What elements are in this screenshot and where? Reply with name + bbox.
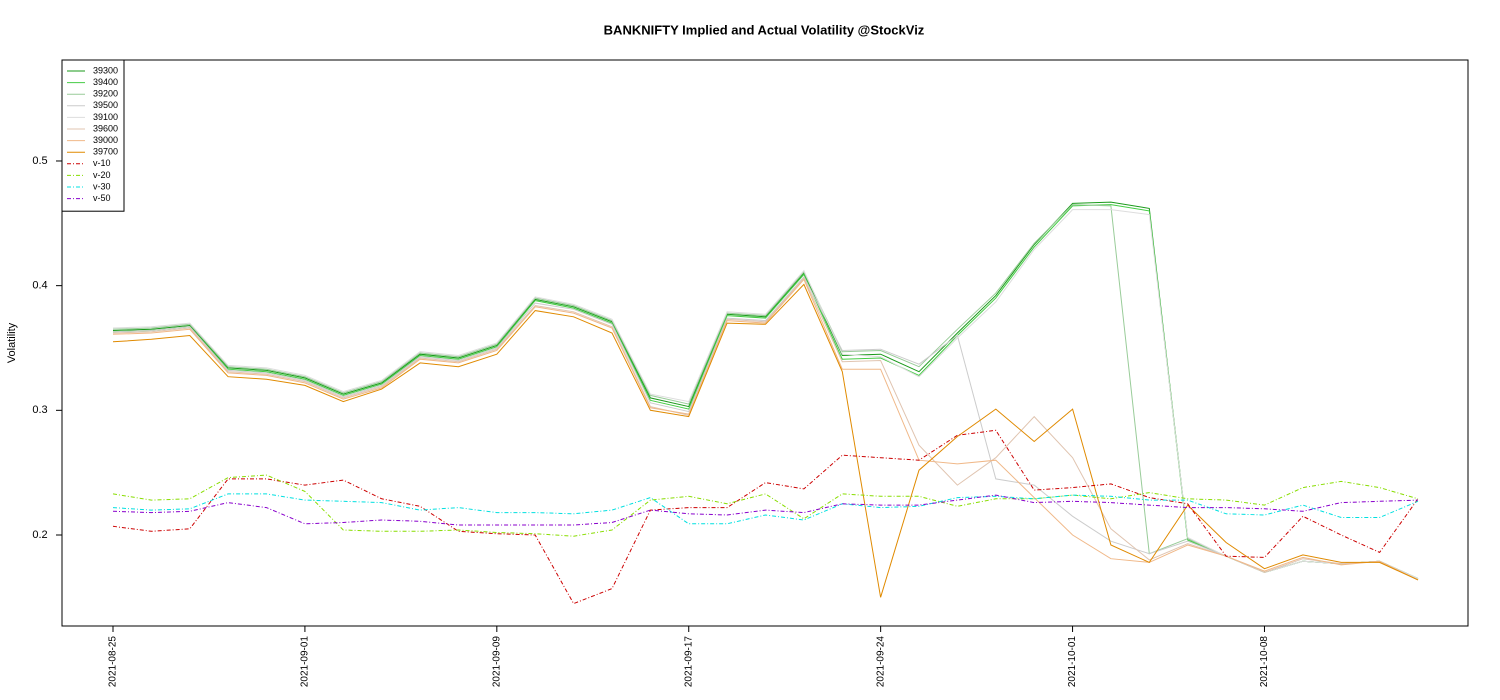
series-line	[112, 276, 1419, 580]
series-line	[112, 277, 1419, 581]
series-line	[112, 494, 1419, 526]
legend-box	[61, 59, 125, 212]
x-tick-label: 2021-09-24	[875, 636, 886, 688]
legend-label: 39200	[93, 89, 118, 99]
x-tick-label: 2021-08-25	[108, 636, 119, 688]
legend-label: v-20	[93, 170, 111, 180]
x-tick-label: 2021-10-01	[1067, 636, 1078, 688]
chart-title: BANKNIFTY Implied and Actual Volatility …	[604, 22, 925, 37]
y-axis-label: Volatility	[6, 322, 18, 363]
series-line	[112, 493, 1419, 525]
legend-label: 39600	[93, 123, 118, 133]
x-tick-label: 2021-09-09	[491, 636, 502, 688]
plot-frame	[61, 59, 1469, 627]
y-tick-label: 0.4	[32, 280, 47, 292]
legend-label: 39000	[93, 135, 118, 145]
series-line	[112, 474, 1419, 537]
x-tick-label: 2021-09-17	[683, 636, 694, 688]
legend-label: 39700	[93, 147, 118, 157]
legend-label: 39400	[93, 77, 118, 87]
y-tick-label: 0.3	[32, 404, 47, 416]
y-tick-label: 0.5	[32, 155, 47, 167]
series-line	[112, 278, 1419, 581]
series-line	[112, 204, 1419, 580]
y-tick-label: 0.2	[32, 529, 47, 541]
legend-label: v-30	[93, 181, 111, 191]
legend-label: 39500	[93, 100, 118, 110]
x-tick-label: 2021-09-01	[300, 636, 311, 688]
series-line	[112, 204, 1419, 580]
x-tick-label: 2021-10-08	[1259, 636, 1270, 688]
series-line	[112, 429, 1419, 605]
legend-label: v-50	[93, 193, 111, 203]
legend-label: 39300	[93, 65, 118, 75]
series-line	[112, 283, 1419, 598]
legend-label: v-10	[93, 158, 111, 168]
legend-label: 39100	[93, 112, 118, 122]
series-line	[112, 209, 1419, 580]
